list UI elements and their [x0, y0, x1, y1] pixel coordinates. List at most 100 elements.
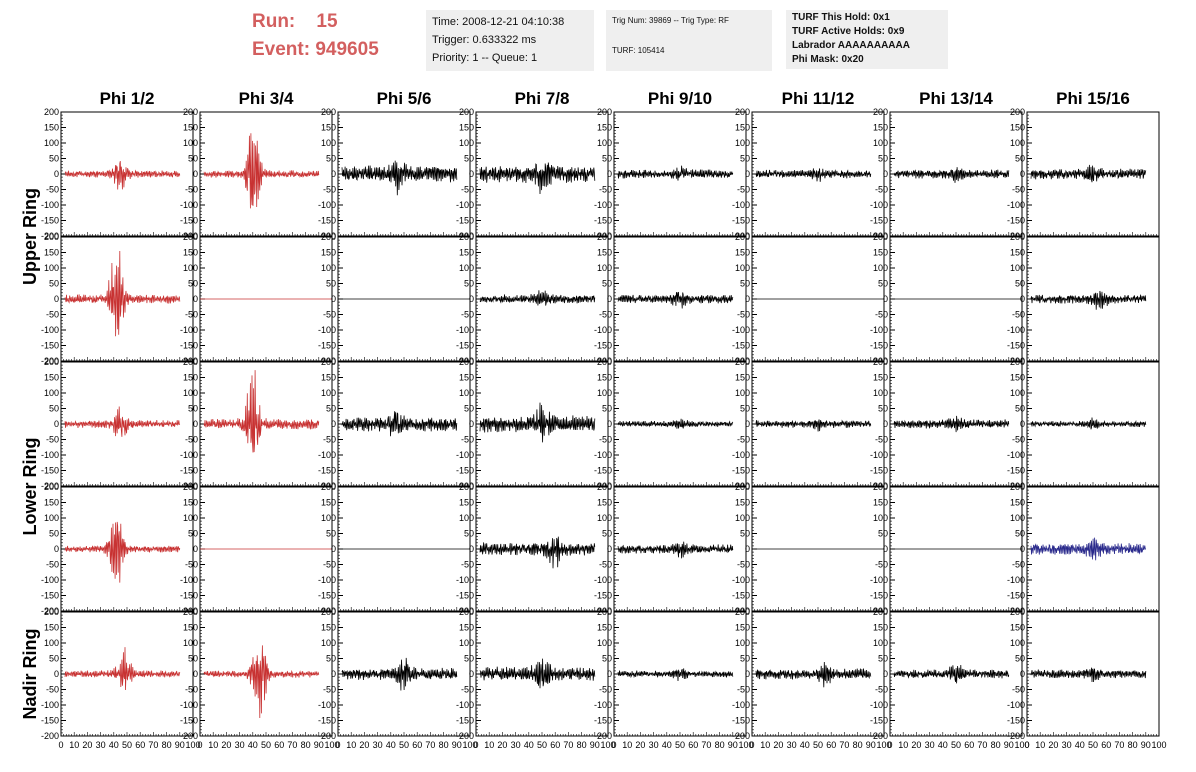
y-tick-label: 100: [735, 388, 750, 398]
y-tick-label: 50: [1015, 654, 1025, 664]
y-tick-label: 100: [1010, 638, 1025, 648]
y-tick-label: -50: [46, 560, 59, 570]
waveform-trace: [341, 160, 458, 196]
waveform-trace: [341, 657, 458, 691]
waveform-trace: [64, 161, 181, 190]
x-tick-label: 20: [635, 740, 645, 750]
turf-active-line: TURF Active Holds: 0x9: [792, 26, 905, 37]
x-tick-label: 10: [760, 740, 770, 750]
y-tick-label: 200: [183, 607, 198, 617]
y-tick-label: -150: [870, 591, 888, 601]
y-tick-label: 0: [745, 419, 750, 429]
y-tick-label: 200: [597, 607, 612, 617]
y-tick-label: -50: [599, 685, 612, 695]
y-tick-label: -50: [323, 185, 336, 195]
y-tick-label: 50: [49, 654, 59, 664]
y-tick-label: 0: [193, 419, 198, 429]
y-tick-label: 0: [607, 169, 612, 179]
y-tick-label: -100: [318, 450, 336, 460]
y-tick-label: 50: [188, 279, 198, 289]
y-tick-label: -100: [1007, 200, 1025, 210]
y-tick-label: 100: [459, 513, 474, 523]
y-tick-label: -150: [41, 591, 59, 601]
y-tick-label: -100: [1007, 575, 1025, 585]
y-tick-label: -200: [732, 481, 750, 491]
waveform-trace: [1030, 537, 1147, 561]
y-tick-label: -200: [41, 606, 59, 616]
y-tick-label: -150: [318, 591, 336, 601]
column-header: Phi 15/16: [1056, 89, 1130, 108]
time-line: Time: 2008-12-21 04:10:38: [432, 16, 565, 28]
y-tick-label: -150: [41, 716, 59, 726]
y-tick-label: 50: [49, 404, 59, 414]
y-tick-label: 150: [459, 248, 474, 258]
waveform-trace: [341, 411, 458, 437]
y-tick-label: 100: [597, 388, 612, 398]
y-tick-label: -150: [180, 341, 198, 351]
y-tick-label: 150: [873, 123, 888, 133]
y-tick-label: 50: [878, 154, 888, 164]
turf-hold-line: TURF This Hold: 0x1: [792, 12, 890, 23]
y-tick-label: -150: [456, 466, 474, 476]
y-tick-label: 200: [735, 482, 750, 492]
y-tick-label: -150: [180, 466, 198, 476]
x-tick-label: 100: [1014, 740, 1029, 750]
y-tick-label: -200: [318, 731, 336, 741]
y-tick-label: -150: [594, 341, 612, 351]
waveform-trace: [617, 291, 734, 309]
y-tick-label: -150: [594, 216, 612, 226]
x-tick-label: 80: [991, 740, 1001, 750]
y-tick-label: -200: [318, 356, 336, 366]
x-tick-label: 30: [925, 740, 935, 750]
y-tick-label: 0: [607, 419, 612, 429]
y-tick-label: 100: [1010, 263, 1025, 273]
y-tick-label: -200: [180, 231, 198, 241]
y-tick-label: -100: [180, 450, 198, 460]
y-tick-label: -50: [875, 685, 888, 695]
y-tick-label: -150: [318, 466, 336, 476]
y-tick-label: -100: [732, 450, 750, 460]
y-tick-label: 200: [459, 107, 474, 117]
y-tick-label: -100: [456, 325, 474, 335]
y-tick-label: 200: [459, 482, 474, 492]
x-tick-label: 90: [728, 740, 738, 750]
y-tick-label: 150: [44, 123, 59, 133]
y-tick-label: -150: [870, 466, 888, 476]
y-tick-label: 100: [321, 513, 336, 523]
y-tick-label: -100: [1007, 325, 1025, 335]
y-tick-label: 100: [873, 138, 888, 148]
y-tick-label: 150: [459, 498, 474, 508]
y-tick-label: 150: [1010, 498, 1025, 508]
x-tick-label: 10: [484, 740, 494, 750]
y-tick-label: 0: [54, 544, 59, 554]
x-tick-label: 30: [511, 740, 521, 750]
x-tick-label: 50: [813, 740, 823, 750]
y-tick-label: 150: [1010, 248, 1025, 258]
time-info-box: Time: 2008-12-21 04:10:38 Trigger: 0.633…: [426, 10, 594, 71]
y-tick-label: 100: [597, 138, 612, 148]
y-tick-label: 200: [1010, 107, 1025, 117]
x-tick-label: 50: [122, 740, 132, 750]
y-tick-label: 0: [193, 669, 198, 679]
y-tick-label: -200: [594, 356, 612, 366]
y-tick-label: -100: [1007, 700, 1025, 710]
y-tick-label: 0: [1020, 169, 1025, 179]
y-tick-label: 200: [873, 232, 888, 242]
x-tick-label: 100: [738, 740, 753, 750]
y-tick-label: 200: [459, 607, 474, 617]
waveform-trace: [1030, 290, 1147, 310]
y-tick-label: -100: [732, 700, 750, 710]
x-tick-label: 20: [359, 740, 369, 750]
y-tick-label: 50: [326, 404, 336, 414]
y-tick-label: 200: [597, 482, 612, 492]
waveform-trace: [755, 419, 872, 432]
y-tick-label: 100: [183, 513, 198, 523]
y-tick-label: 100: [873, 513, 888, 523]
y-tick-label: -100: [732, 200, 750, 210]
y-tick-label: 50: [878, 654, 888, 664]
x-tick-label: 90: [1141, 740, 1151, 750]
y-tick-label: 0: [883, 669, 888, 679]
y-tick-label: -50: [185, 560, 198, 570]
x-tick-label: 20: [911, 740, 921, 750]
x-tick-label: 70: [425, 740, 435, 750]
